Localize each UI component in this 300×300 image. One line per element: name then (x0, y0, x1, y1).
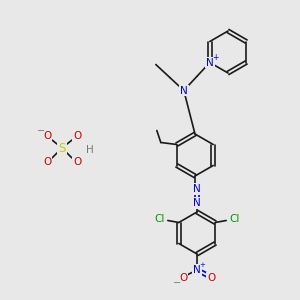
Text: Cl: Cl (229, 214, 239, 224)
Text: −: − (173, 278, 181, 288)
Text: +: + (213, 53, 219, 62)
Text: O: O (73, 157, 81, 167)
Text: S: S (58, 142, 66, 154)
Text: O: O (73, 131, 81, 141)
Text: O: O (43, 157, 51, 167)
Text: N: N (180, 85, 188, 95)
Text: +: + (199, 262, 205, 268)
Text: O: O (207, 273, 215, 283)
Text: O: O (179, 273, 187, 283)
Text: −: − (37, 126, 45, 136)
Text: O: O (43, 131, 51, 141)
Text: N: N (193, 198, 201, 208)
Text: Cl: Cl (154, 214, 165, 224)
Text: N: N (193, 184, 201, 194)
Text: N: N (193, 265, 201, 275)
Text: N: N (206, 58, 214, 68)
Text: H: H (86, 145, 94, 155)
